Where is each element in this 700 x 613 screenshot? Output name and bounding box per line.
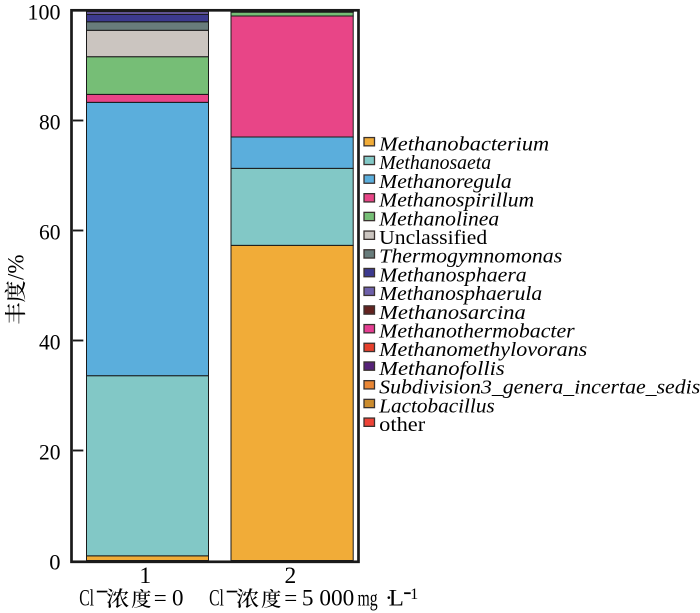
svg-text:mg: mg (358, 586, 379, 611)
svg-text:1: 1 (139, 563, 151, 589)
svg-text:5 000: 5 000 (302, 586, 354, 611)
svg-text:Unclassified: Unclassified (379, 227, 487, 249)
svg-text:Methanosphaerula: Methanosphaerula (378, 283, 542, 305)
svg-text:Methanoregula: Methanoregula (378, 171, 512, 193)
svg-text:40: 40 (39, 329, 61, 354)
svg-text:Methanosarcina: Methanosarcina (378, 302, 526, 324)
svg-text:·: · (385, 586, 393, 611)
svg-text:Methanospirillum: Methanospirillum (378, 190, 534, 212)
svg-text:Methanomethylovorans: Methanomethylovorans (378, 339, 587, 361)
svg-text:100: 100 (28, 0, 61, 24)
svg-text:Thermogymnomonas: Thermogymnomonas (379, 246, 562, 268)
svg-text:60: 60 (39, 219, 61, 244)
svg-text:Methanothermobacter: Methanothermobacter (378, 321, 575, 343)
svg-text:Methanosaeta: Methanosaeta (378, 152, 491, 174)
svg-text:Methanolinea: Methanolinea (378, 208, 499, 230)
svg-text:Subdivision3_genera_incertae_s: Subdivision3_genera_incertae_sedis (379, 377, 700, 399)
svg-text:Methanobacterium: Methanobacterium (378, 134, 549, 156)
svg-text:2: 2 (285, 563, 297, 589)
svg-text:/%: /% (3, 254, 28, 280)
svg-text:0: 0 (172, 586, 184, 611)
svg-text:0: 0 (49, 549, 60, 574)
svg-text:=: = (284, 586, 297, 611)
svg-text:other: other (379, 414, 425, 436)
svg-text:Lactobacillus: Lactobacillus (378, 395, 495, 417)
svg-text:80: 80 (39, 109, 61, 134)
svg-text:20: 20 (39, 439, 61, 464)
svg-text:Cl: Cl (79, 586, 94, 611)
svg-text:Methanofollis: Methanofollis (378, 358, 505, 380)
svg-text:1: 1 (410, 586, 418, 603)
svg-text:Methanosphaera: Methanosphaera (378, 264, 527, 286)
svg-text:L: L (389, 586, 404, 611)
svg-text:Cl: Cl (209, 586, 224, 611)
svg-text:=: = (154, 586, 167, 611)
